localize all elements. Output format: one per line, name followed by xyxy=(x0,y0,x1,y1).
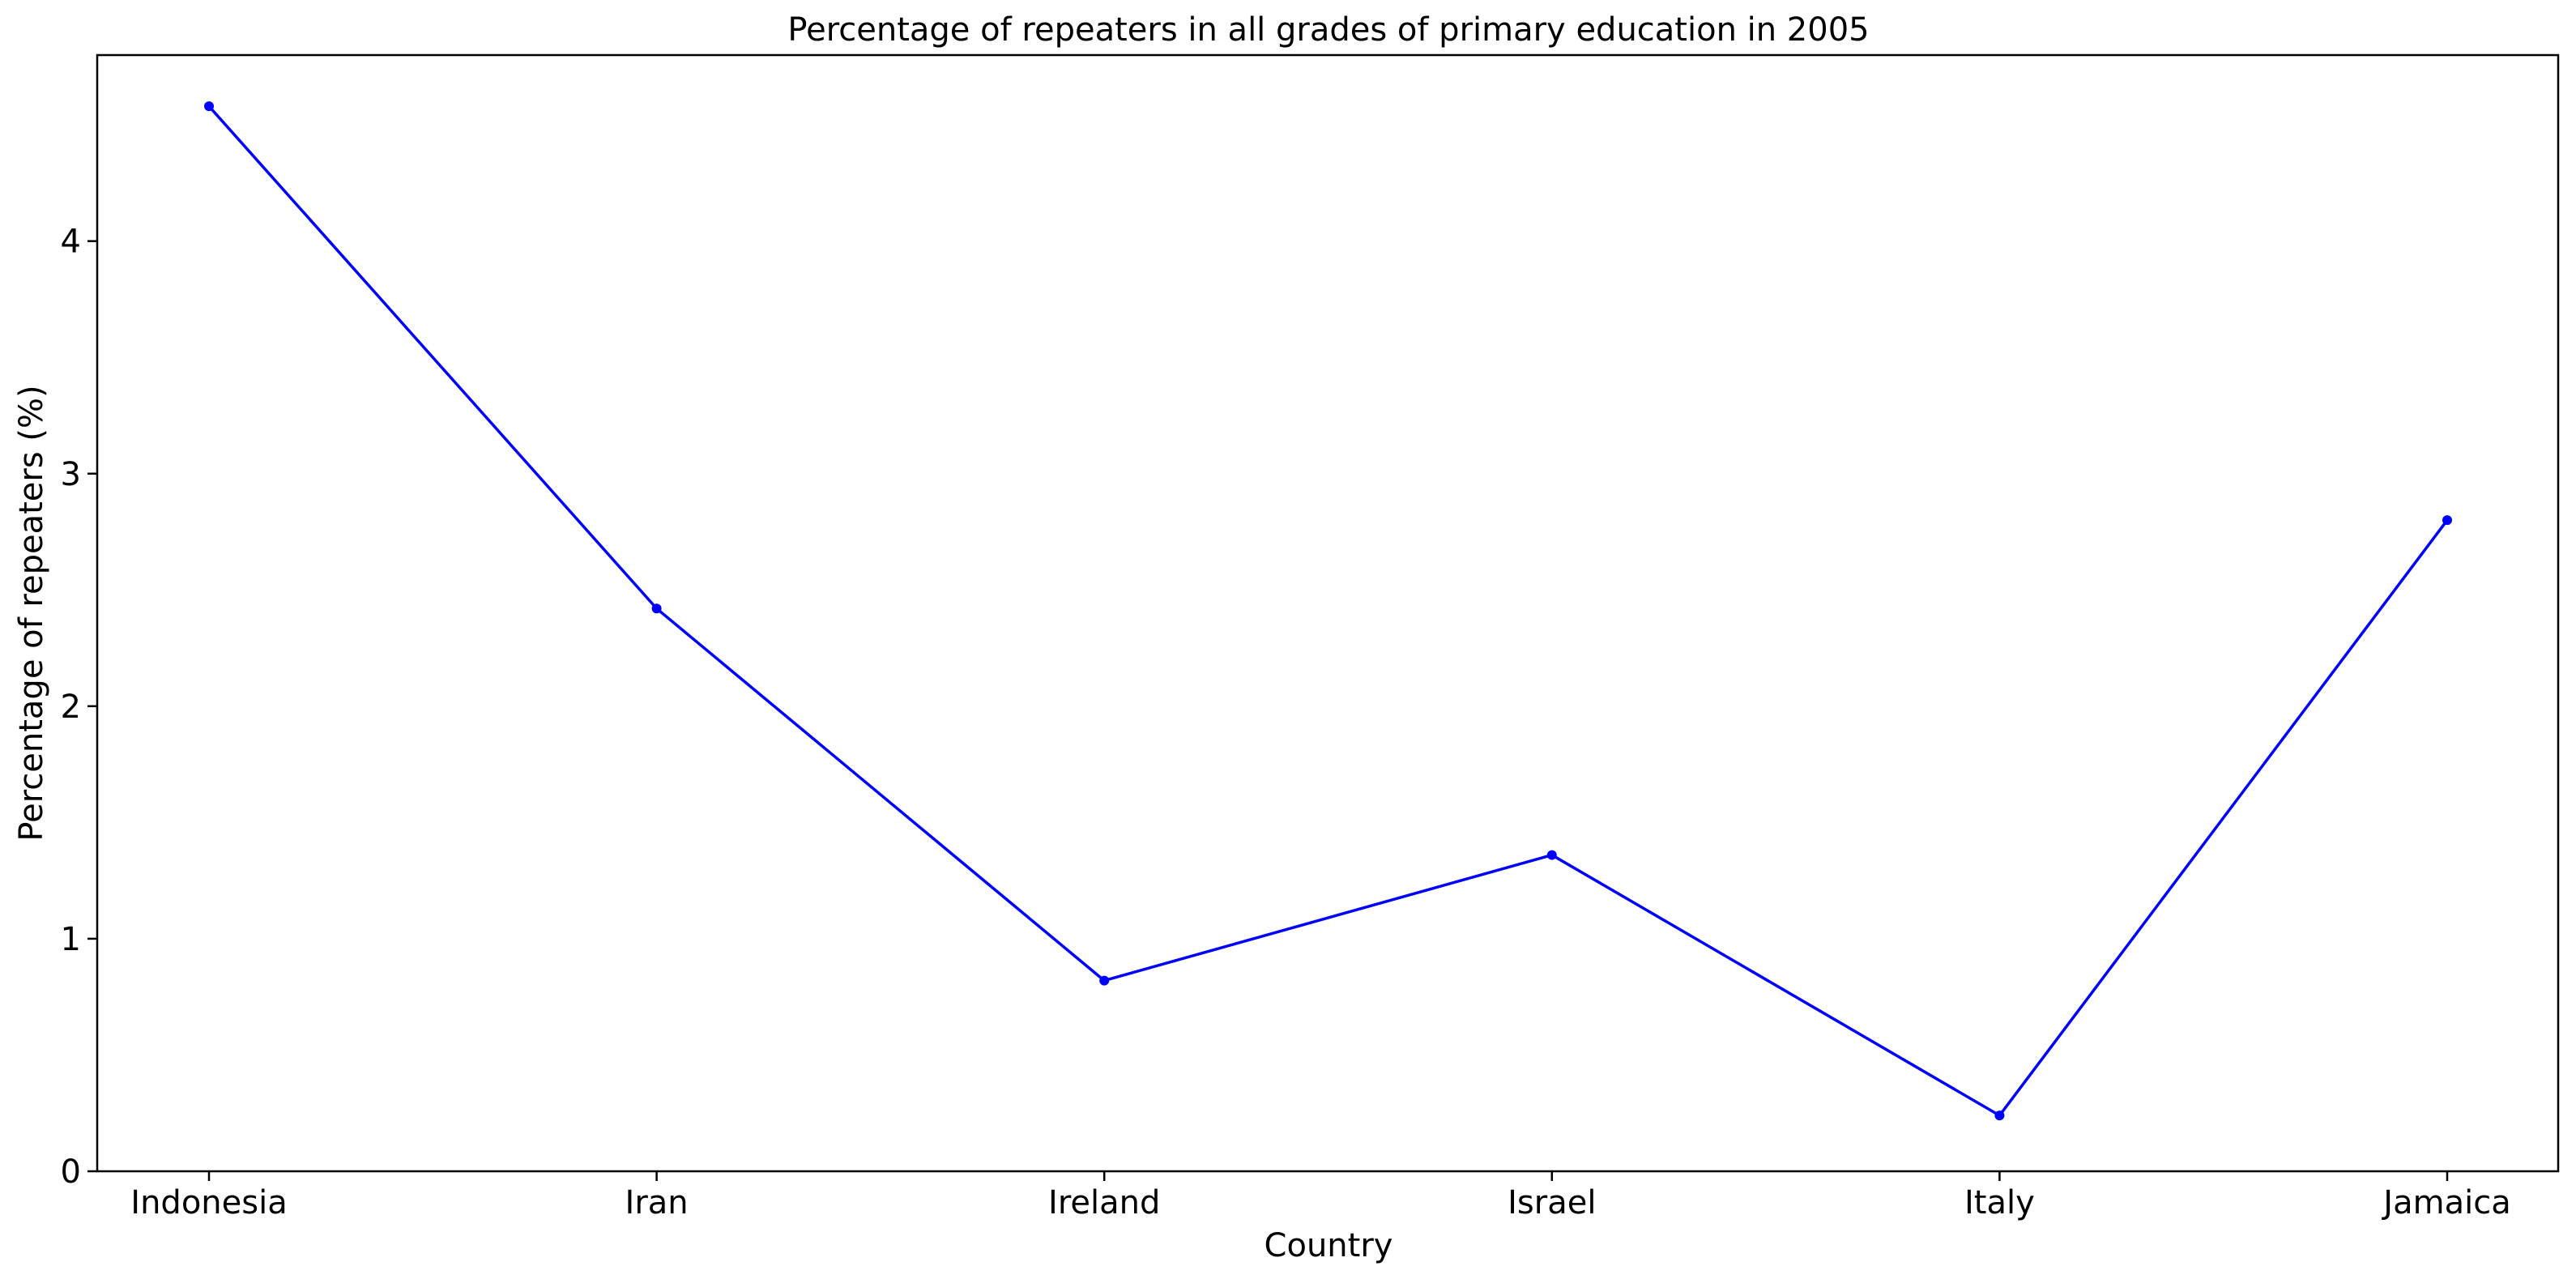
y-tick-label: 3 xyxy=(61,456,81,493)
y-tick-label: 4 xyxy=(61,224,81,261)
data-point xyxy=(2442,515,2452,526)
series-layer xyxy=(204,101,2452,1121)
chart-title: Percentage of repeaters in all grades of… xyxy=(787,11,1869,49)
x-axis-label: Country xyxy=(1265,1227,1393,1264)
y-tick-label: 2 xyxy=(61,689,81,726)
data-point xyxy=(651,603,662,614)
y-axis-ticks: 0 1 2 3 4 xyxy=(61,224,97,1191)
x-tick-label: Israel xyxy=(1508,1184,1596,1221)
x-tick-label: Iran xyxy=(625,1184,689,1221)
data-point xyxy=(1099,975,1110,986)
data-point xyxy=(204,101,214,112)
y-axis-label: Percentage of repeaters (%) xyxy=(13,385,50,841)
x-tick-label: Jamaica xyxy=(2381,1184,2510,1221)
x-axis-ticks: Indonesia Iran Ireland Israel Italy Jamaica xyxy=(130,1171,2511,1221)
y-tick-label: 1 xyxy=(61,921,81,958)
series-line xyxy=(207,104,2449,1117)
y-tick-label: 0 xyxy=(61,1153,81,1191)
x-tick-label: Indonesia xyxy=(130,1184,287,1221)
data-point xyxy=(1546,850,1557,860)
plot-area-frame xyxy=(96,53,2560,1173)
x-tick-label: Italy xyxy=(1964,1184,2035,1221)
x-tick-label: Ireland xyxy=(1048,1184,1160,1221)
data-point xyxy=(1994,1111,2005,1121)
